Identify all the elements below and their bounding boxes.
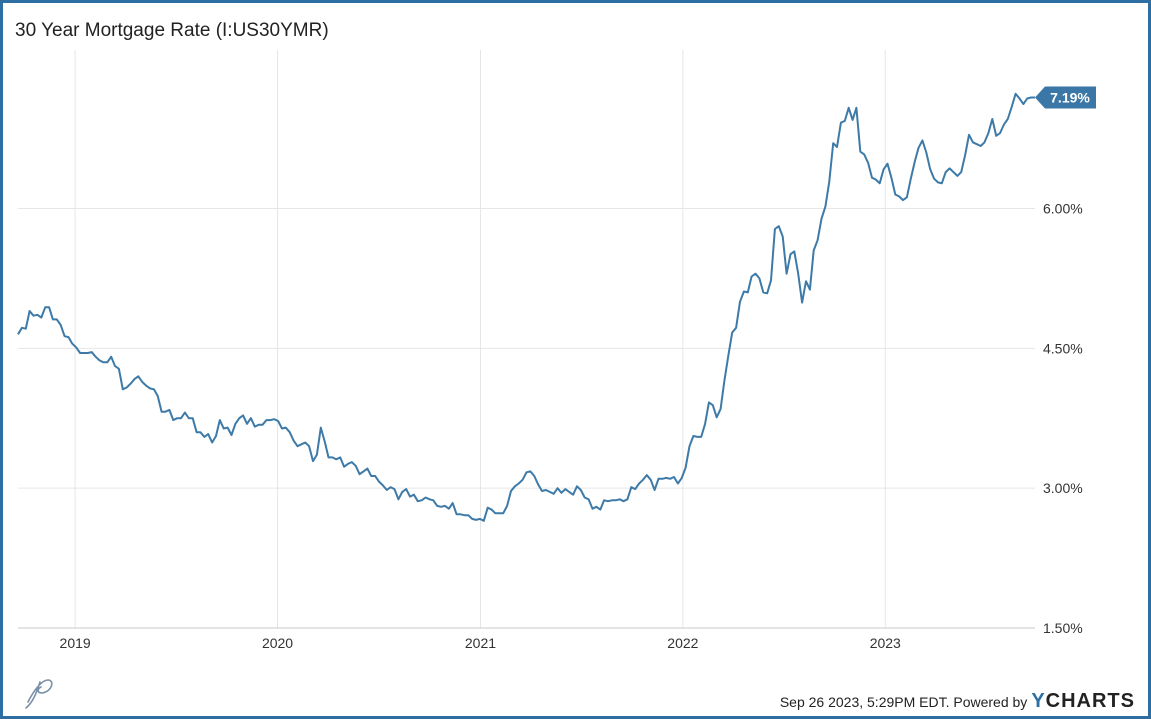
y-tick-label: 4.50% (1043, 340, 1083, 356)
x-tick-labels: 2019 2020 2021 2022 2023 (60, 635, 902, 651)
brand-rest: CHARTS (1045, 690, 1135, 712)
y-tick-label: 1.50% (1043, 620, 1083, 636)
x-tick-label: 2020 (262, 635, 293, 651)
y-tick-label: 3.00% (1043, 480, 1083, 496)
ycharts-brand[interactable]: YCHARTS (1031, 690, 1135, 713)
y-tick-label: 6.00% (1043, 200, 1083, 216)
y-gridlines (18, 207, 1035, 629)
badge-label: 7.19% (1050, 90, 1090, 106)
x-gridlines (74, 50, 886, 628)
timestamp-text: Sep 26 2023, 5:29PM EDT. Powered by (779, 693, 1028, 710)
x-tick-label: 2021 (465, 635, 496, 651)
x-tick-label: 2022 (667, 635, 698, 651)
badge-shape (1035, 86, 1096, 109)
series-group (17, 92, 1035, 522)
footer: Sep 26 2023, 5:29PM EDT. Powered by YCHA… (780, 690, 1135, 713)
x-tick-label: 2019 (60, 635, 91, 651)
series-line (17, 92, 1035, 522)
y-tick-labels: 1.50% 3.00% 4.50% 6.00% (1043, 200, 1083, 636)
brand-y: Y (1031, 690, 1046, 712)
script-p-logo-icon (25, 679, 53, 709)
x-tick-label: 2023 (870, 635, 901, 651)
last-value-badge: 7.19% (1035, 86, 1096, 109)
chart-title: 30 Year Mortgage Rate (I:US30YMR) (15, 20, 329, 41)
